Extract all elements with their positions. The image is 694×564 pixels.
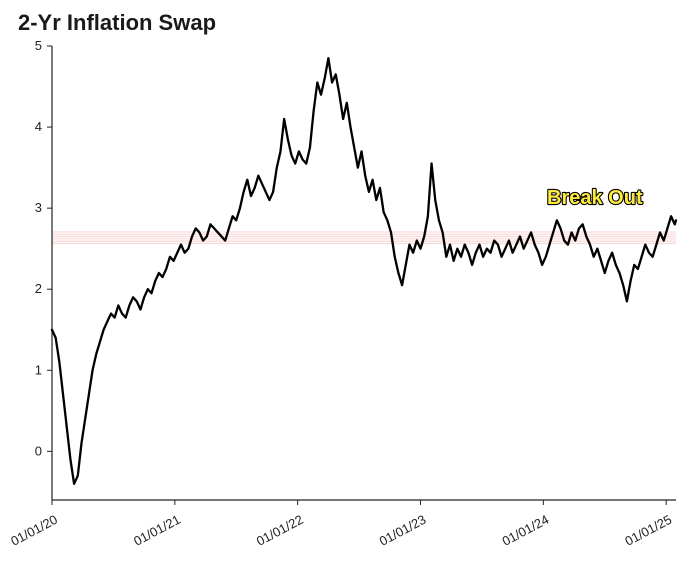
y-tick-label: 0: [35, 443, 42, 458]
chart-svg: 0 1 2 3 4 5 01/01/20 01/01/21 01/01/22 01/01/23 01…: [0, 0, 694, 564]
x-tick-label: 01/01/24: [500, 512, 552, 549]
y-tick-label: 2: [35, 281, 42, 296]
y-tick-label: 1: [35, 362, 42, 377]
y-tick-label: 5: [35, 38, 42, 53]
resistance-band: [52, 231, 676, 245]
x-tick-label: 01/01/21: [131, 512, 183, 549]
x-tick-label: 01/01/23: [377, 512, 429, 549]
x-tick-label: 01/01/20: [8, 512, 60, 549]
x-tick-label: 01/01/22: [254, 512, 306, 549]
y-tick-label: 3: [35, 200, 42, 215]
chart-container: 2-Yr Inflation Swap 01234501/01/2001/01/…: [0, 0, 694, 564]
x-tick-label: 01/01/25: [622, 512, 674, 549]
y-tick-label: 4: [35, 119, 42, 134]
breakout-annotation: Break Out: [547, 187, 643, 209]
data-line: [52, 58, 676, 484]
